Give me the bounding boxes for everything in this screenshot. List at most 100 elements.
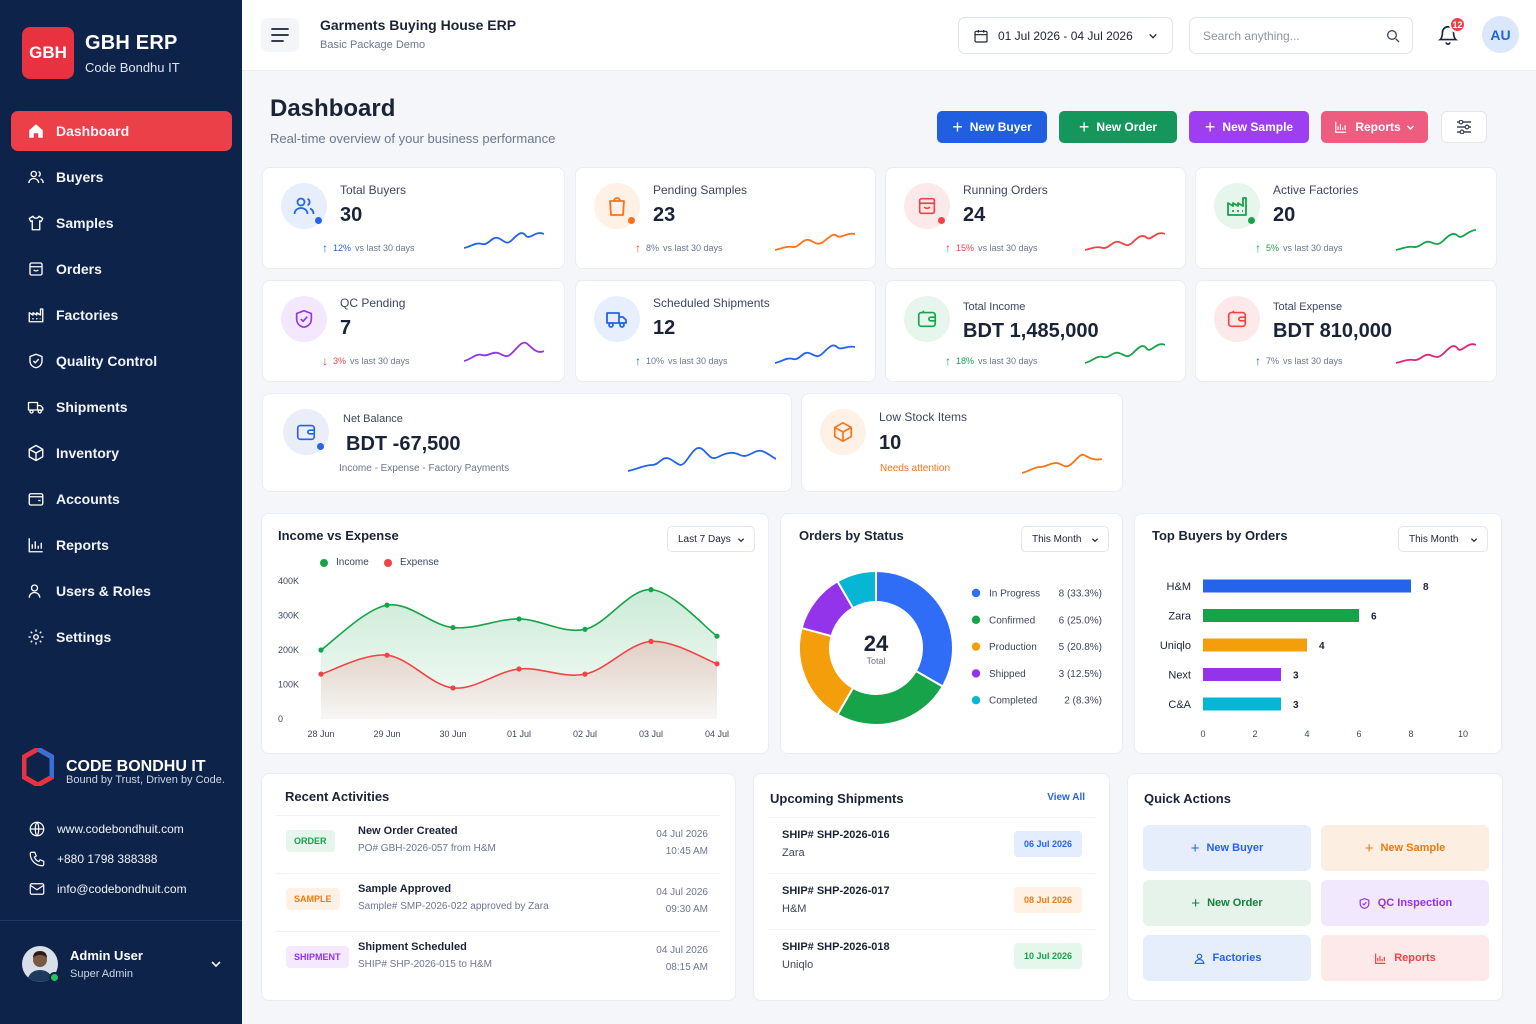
chevron-down-icon <box>1149 33 1157 39</box>
quick-new-sample-button[interactable]: + New Sample <box>1321 825 1489 871</box>
search-icon[interactable] <box>1385 28 1401 44</box>
stat-card-pending-samples[interactable]: Pending Samples 23 ↑ 8% vs last 30 days <box>575 167 876 269</box>
bar <box>1203 638 1307 652</box>
activity-item[interactable]: SHIPMENT Shipment Scheduled SHIP# SHP-20… <box>276 931 720 983</box>
quick-factories-button[interactable]: Factories <box>1143 935 1311 981</box>
brand: GBH GBH ERP Code Bondhu IT <box>22 27 180 79</box>
sparkline <box>1085 343 1165 364</box>
sparkline <box>775 232 855 251</box>
shipment-item[interactable]: SHIP# SHP-2026-016 Zara 06 Jul 2026 <box>768 817 1096 869</box>
quick-reports-button[interactable]: Reports <box>1321 935 1489 981</box>
menu-toggle-button[interactable] <box>261 18 299 52</box>
chevron-down-icon[interactable] <box>210 958 222 970</box>
sidebar-item-label: Users & Roles <box>56 583 151 599</box>
quick-action-label: New Sample <box>1380 842 1446 854</box>
view-all-link[interactable]: View All <box>1047 792 1085 803</box>
legend-dot <box>971 615 981 624</box>
stat-trend-note: vs last 30 days <box>663 243 723 253</box>
sidebar-item-buyers[interactable]: Buyers <box>11 157 232 197</box>
sidebar-item-inventory[interactable]: Inventory <box>11 433 232 473</box>
filter-settings-button[interactable] <box>1441 111 1487 143</box>
legend-dot <box>971 642 981 651</box>
sidebar-item-samples[interactable]: Samples <box>11 203 232 243</box>
stat-card-running-orders[interactable]: Running Orders 24 ↑ 15% vs last 30 days <box>885 167 1186 269</box>
activity-item[interactable]: SAMPLE Sample Approved Sample# SMP-2026-… <box>276 873 720 925</box>
contact-email[interactable]: info@codebondhuit.com <box>28 880 187 898</box>
user-menu[interactable]: Admin User Super Admin <box>22 946 222 983</box>
company-name: CODE BONDHU IT <box>66 758 206 775</box>
net-balance-card[interactable]: Net Balance BDT -67,500 Income - Expense… <box>262 393 792 492</box>
sparkline <box>1085 232 1165 251</box>
sidebar-item-dashboard[interactable]: Dashboard <box>11 111 232 151</box>
bar-category-label: H&M <box>1167 581 1191 593</box>
search-input[interactable] <box>1190 18 1370 53</box>
activity-date: 04 Jul 2026 <box>656 945 708 956</box>
shipment-item[interactable]: SHIP# SHP-2026-018 Uniqlo 10 Jul 2026 <box>768 929 1096 981</box>
stat-trend-note: vs last 30 days <box>1283 356 1343 366</box>
new-sample-button[interactable]: + New Sample <box>1189 111 1309 143</box>
data-point <box>384 602 390 608</box>
low-stock-card[interactable]: Low Stock Items 10 Needs attention <box>801 393 1123 492</box>
activity-title: Shipment Scheduled <box>358 941 467 953</box>
sidebar-item-label: Factories <box>56 307 119 323</box>
sliders-icon <box>1457 120 1471 134</box>
sidebar-item-orders[interactable]: Orders <box>11 249 232 289</box>
hamburger-icon <box>271 28 289 42</box>
shirt-icon <box>28 215 44 231</box>
legend-label: Production <box>989 642 1037 653</box>
new-order-button[interactable]: + New Order <box>1059 111 1177 143</box>
activity-time: 09:30 AM <box>665 904 708 915</box>
quick-new-order-button[interactable]: + New Order <box>1143 880 1311 926</box>
upcoming-shipments-title: Upcoming Shipments <box>770 791 904 806</box>
legend-value: 3 (12.5%) <box>1059 669 1102 680</box>
contact-website[interactable]: www.codebondhuit.com <box>28 820 184 838</box>
sidebar-item-accounts[interactable]: Accounts <box>11 479 232 519</box>
sidebar-item-label: Inventory <box>56 445 120 461</box>
quick-qc-inspection-button[interactable]: QC Inspection <box>1321 880 1489 926</box>
bar-value-label: 3 <box>1293 671 1299 682</box>
sidebar-item-shipments[interactable]: Shipments <box>11 387 232 427</box>
sidebar-item-quality-control[interactable]: Quality Control <box>11 341 232 381</box>
stat-card-total-buyers[interactable]: Total Buyers 30 ↑ 12% vs last 30 days <box>262 167 565 269</box>
stat-card-total-income[interactable]: Total Income BDT 1,485,000 ↑ 18% vs last 3… <box>885 280 1186 382</box>
user-icon <box>1194 953 1204 964</box>
bar <box>1203 579 1411 593</box>
topbar: Garments Buying House ERP Basic Package … <box>242 0 1536 71</box>
reports-dropdown-button[interactable]: Reports <box>1321 111 1428 143</box>
stat-trend-percent: 7% <box>1266 356 1280 366</box>
income-expense-range-select[interactable]: Last 7 Days <box>667 526 755 552</box>
stat-card-total-expense[interactable]: Total Expense BDT 810,000 ↑ 7% vs last 30 … <box>1195 280 1497 382</box>
sidebar-item-settings[interactable]: Settings <box>11 617 232 657</box>
donut-slice-confirmed <box>836 669 945 726</box>
sidebar-item-factories[interactable]: Factories <box>11 295 232 335</box>
stat-card-qc-pending[interactable]: QC Pending 7 ↓ 3% vs last 30 days <box>262 280 565 382</box>
legend-value: 8 (33.3%) <box>1059 589 1102 600</box>
quick-new-buyer-button[interactable]: + New Buyer <box>1143 825 1311 871</box>
new-buyer-button[interactable]: + New Buyer <box>937 111 1047 143</box>
order-icon <box>904 183 950 229</box>
mail-icon <box>29 883 45 895</box>
shipment-item[interactable]: SHIP# SHP-2026-017 H&M 08 Jul 2026 <box>768 873 1096 925</box>
stat-card-scheduled-shipments[interactable]: Scheduled Shipments 12 ↑ 10% vs last 30 da… <box>575 280 876 382</box>
stat-card-active-factories[interactable]: Active Factories 20 ↑ 5% vs last 30 days <box>1195 167 1497 269</box>
activity-item[interactable]: ORDER New Order Created PO# GBH-2026-057… <box>276 815 720 867</box>
chevron-down-icon <box>737 538 745 543</box>
legend-label: Shipped <box>989 669 1026 680</box>
user-avatar-initials[interactable]: AU <box>1482 16 1519 53</box>
quick-action-label: Factories <box>1212 952 1262 964</box>
legend-value: 2 (8.3%) <box>1064 696 1102 707</box>
activity-subtitle: Sample# SMP-2026-022 approved by Zara <box>358 901 549 912</box>
orders-status-title: Orders by Status <box>799 528 904 543</box>
sidebar-item-reports[interactable]: Reports <box>11 525 232 565</box>
orders-status-range-select[interactable]: This Month <box>1021 526 1109 552</box>
date-range-picker[interactable]: 01 Jul 2026 - 04 Jul 2026 <box>958 17 1173 54</box>
bell-icon[interactable] <box>1437 24 1459 46</box>
user-role: Super Admin <box>70 968 133 980</box>
x-tick-label: 29 Jun <box>373 729 400 739</box>
contact-phone[interactable]: +880 1798 388388 <box>28 850 157 868</box>
activity-time: 08:15 AM <box>665 962 708 973</box>
stat-trend-note: vs last 30 days <box>350 356 410 366</box>
sidebar-item-users-roles[interactable]: Users & Roles <box>11 571 232 611</box>
top-buyers-range-select[interactable]: This Month <box>1398 526 1488 552</box>
stat-label: Total Income <box>963 301 1026 313</box>
